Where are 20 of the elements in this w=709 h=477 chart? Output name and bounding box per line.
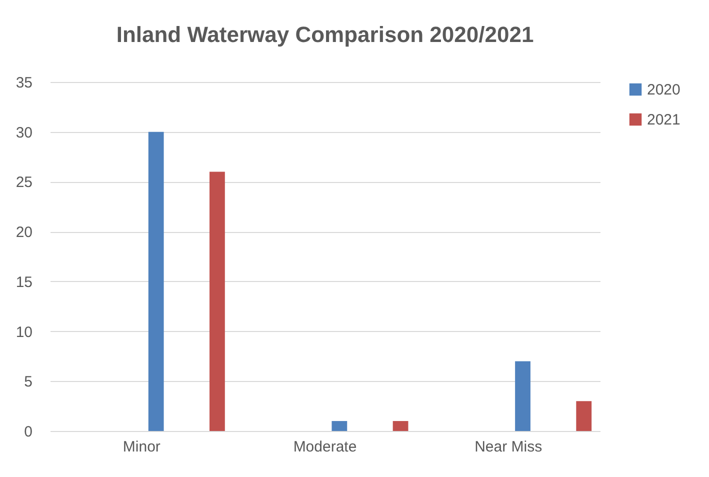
x-tick-label: Moderate [293, 438, 357, 456]
bar [392, 421, 408, 431]
legend-label: 2021 [647, 112, 680, 128]
bar [210, 172, 225, 431]
y-tick-label: 5 [24, 374, 32, 391]
bar [515, 361, 530, 431]
chart-title: Inland Waterway Comparison 2020/2021 [116, 22, 534, 47]
bar [576, 401, 592, 431]
y-tick-label: 30 [16, 124, 32, 142]
bar [332, 421, 348, 431]
legend-label: 2020 [647, 82, 680, 98]
y-tick-label: 15 [16, 274, 32, 291]
y-tick-label: 20 [16, 224, 32, 242]
bar [148, 132, 164, 431]
x-tick-label: Near Miss [474, 438, 542, 456]
y-tick-label: 25 [16, 174, 32, 192]
x-tick-label: Minor [122, 438, 160, 456]
y-tick-label: 10 [16, 324, 32, 341]
y-tick-label: 0 [24, 424, 32, 440]
y-tick-label: 35 [16, 74, 32, 92]
